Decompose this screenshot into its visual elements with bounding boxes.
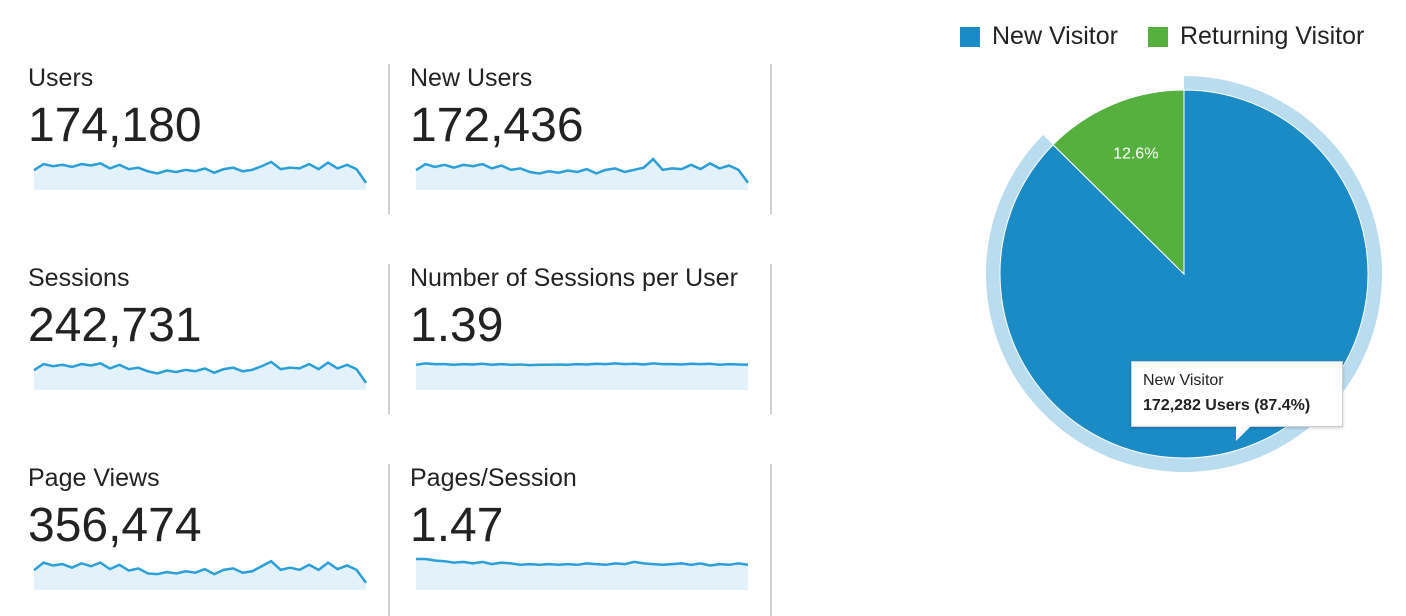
sparkline-line	[415, 362, 749, 367]
tooltip-arrow	[1236, 425, 1252, 441]
sparkline-area	[34, 361, 366, 390]
sparkline	[416, 557, 749, 590]
sparkline-line	[415, 157, 750, 184]
metric-label: Users	[28, 64, 94, 92]
legend-swatch-new-visitor	[960, 26, 980, 47]
metric-label: Number of Sessions per User	[410, 264, 738, 292]
column-divider	[770, 464, 772, 616]
metric-value: 172,436	[410, 99, 584, 152]
sparkline-area	[416, 159, 748, 190]
metric-new-users[interactable]: New Users 172,436	[410, 64, 770, 214]
sparkline-line	[33, 360, 368, 384]
metric-label: Sessions	[28, 264, 130, 292]
tooltip-title: New Visitor	[1143, 372, 1224, 389]
legend-item-returning-visitor[interactable]: Returning Visitor	[1147, 22, 1365, 51]
metric-pages-per-session[interactable]: Pages/Session 1.47	[410, 464, 770, 614]
sparkline	[33, 360, 368, 390]
metric-label: Pages/Session	[410, 464, 577, 492]
sparkline	[415, 157, 750, 190]
metric-value: 1.39	[410, 299, 504, 352]
legend-item-new-visitor[interactable]: New Visitor	[960, 22, 1118, 51]
pie-slice-returning-visitor	[1052, 89, 1185, 276]
metric-users[interactable]: Users 174,180	[28, 64, 388, 214]
column-divider	[388, 264, 390, 414]
column-divider	[770, 264, 772, 414]
sparkline	[33, 160, 368, 190]
legend-swatch-returning-visitor	[1147, 26, 1168, 47]
column-divider	[388, 64, 390, 214]
legend-label: Returning Visitor	[1179, 22, 1365, 50]
sparkline-line	[416, 557, 749, 567]
metric-label: Page Views	[28, 464, 160, 492]
metric-value: 242,731	[28, 299, 202, 352]
metric-value: 174,180	[28, 99, 202, 152]
metric-value: 356,474	[28, 499, 202, 552]
pie-legend: New Visitor Returning Visitor	[960, 22, 1364, 51]
metric-label: New Users	[410, 64, 533, 92]
metric-sessions-per-user[interactable]: Number of Sessions per User 1.39	[410, 264, 770, 414]
sparkline-area	[416, 363, 748, 390]
metric-sessions[interactable]: Sessions 242,731	[28, 264, 388, 414]
sparkline-area	[34, 161, 366, 190]
metric-page-views[interactable]: Page Views 356,474	[28, 464, 388, 614]
sparkline	[415, 362, 749, 390]
sparkline-line	[33, 559, 368, 584]
metric-value: 1.47	[410, 499, 504, 552]
column-divider	[770, 64, 772, 214]
sparkline-area	[34, 561, 366, 590]
sparkline-line	[33, 160, 368, 184]
tooltip-detail: 172,282 Users (87.4%)	[1143, 397, 1311, 414]
column-divider	[388, 464, 390, 616]
pie-slice-label: 12.6%	[1113, 146, 1158, 163]
sparkline-area	[416, 559, 748, 590]
pie-tooltip: New Visitor 172,282 Users (87.4%)	[1131, 361, 1343, 427]
sparkline	[33, 559, 368, 590]
legend-label: New Visitor	[992, 22, 1118, 50]
